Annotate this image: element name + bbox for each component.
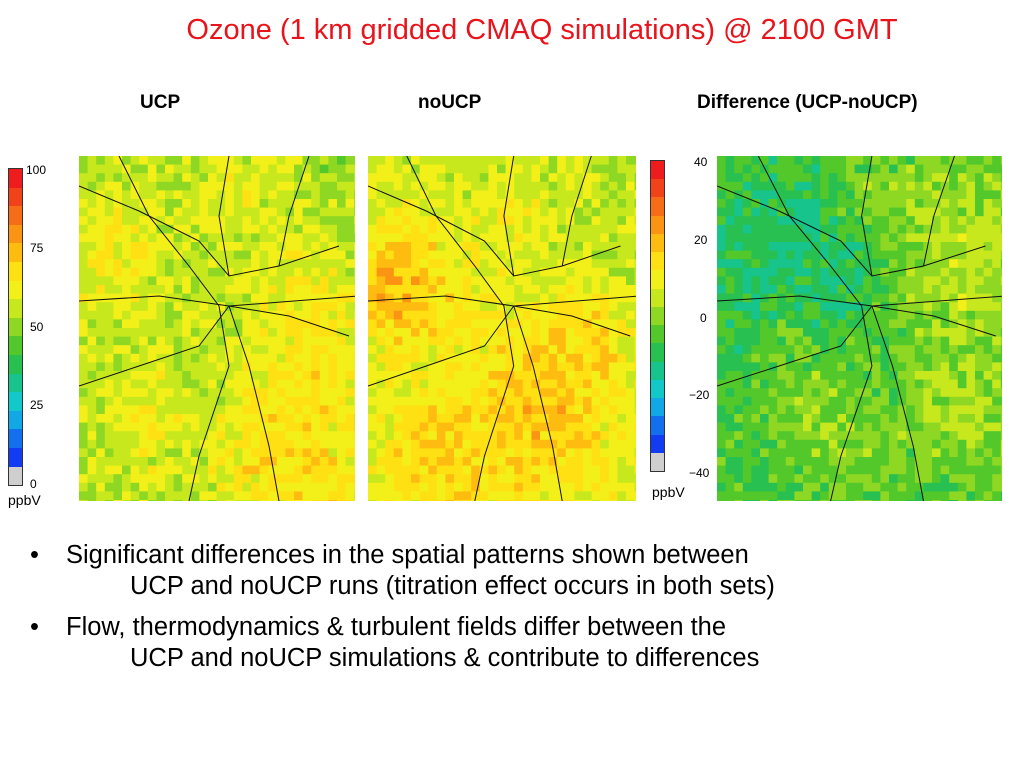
panel-label-noucp: noUCP	[418, 92, 482, 113]
diff-tick-20: 20	[694, 233, 708, 247]
bullet-line-cont: UCP and noUCP runs (titration effect occ…	[130, 572, 775, 600]
difference-colorbar	[650, 160, 665, 472]
diff-tick-minus20: −20	[689, 388, 710, 402]
diff-tick-40: 40	[694, 155, 708, 169]
panel-label-ucp: UCP	[140, 92, 181, 113]
bullet-dot: •	[30, 613, 39, 641]
diff-unit-label: ppbV	[652, 484, 685, 500]
diff-tick-minus40: −40	[689, 466, 710, 480]
ozone-tick-50: 50	[30, 320, 44, 334]
ozone-map-noucp	[368, 156, 636, 501]
panel-label-difference: Difference (UCP-noUCP)	[697, 92, 918, 113]
bullet-list: • Significant differences in the spatial…	[30, 540, 1010, 684]
bullet-item: • Significant differences in the spatial…	[30, 540, 1010, 602]
bullet-dot: •	[30, 541, 39, 569]
ozone-colorbar	[8, 168, 23, 486]
bullet-item: • Flow, thermodynamics & turbulent field…	[30, 612, 1010, 674]
ozone-map-ucp	[79, 156, 355, 501]
bullet-line: Significant differences in the spatial p…	[66, 541, 749, 569]
ozone-tick-25: 25	[30, 398, 44, 412]
ozone-map-difference	[717, 156, 1002, 501]
ozone-unit-label: ppbV	[8, 492, 41, 508]
bullet-line-cont: UCP and noUCP simulations & contribute t…	[130, 644, 760, 672]
bullet-line: Flow, thermodynamics & turbulent fields …	[66, 613, 727, 641]
ozone-tick-75: 75	[30, 241, 44, 255]
diff-tick-0: 0	[700, 311, 707, 325]
ozone-tick-100: 100	[26, 163, 47, 177]
slide-title: Ozone (1 km gridded CMAQ simulations) @ …	[186, 14, 898, 46]
ozone-tick-0: 0	[30, 477, 37, 491]
